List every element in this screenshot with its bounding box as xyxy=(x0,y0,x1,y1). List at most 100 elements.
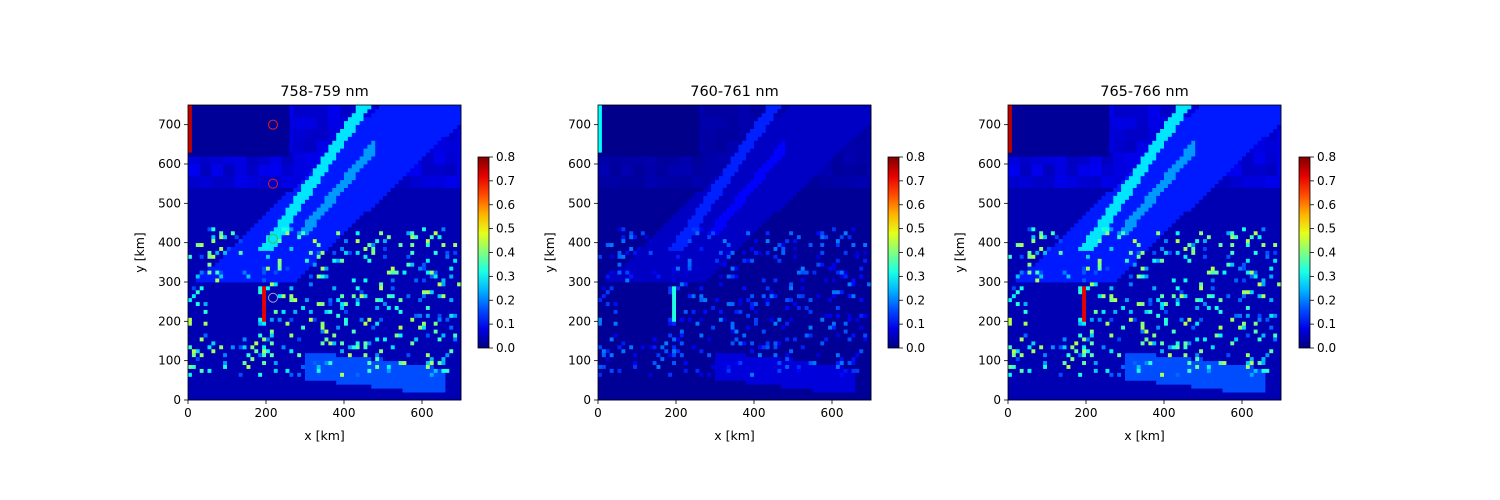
heatmap-cell xyxy=(328,148,333,153)
heatmap-cell xyxy=(425,183,431,188)
heatmap-cell xyxy=(266,187,271,192)
heatmap-cell xyxy=(289,132,294,137)
heatmap-cell xyxy=(258,321,263,326)
heatmap-cell xyxy=(293,289,298,295)
heatmap-cell xyxy=(363,120,368,126)
heatmap-cell xyxy=(402,301,407,306)
heatmap-cell xyxy=(418,376,423,381)
heatmap-cell xyxy=(332,108,337,114)
heatmap-cell xyxy=(250,254,255,259)
heatmap-cell xyxy=(273,348,279,354)
heatmap-cell xyxy=(359,164,364,169)
heatmap-cell xyxy=(375,321,380,326)
heatmap-cell xyxy=(351,191,357,196)
heatmap-cell xyxy=(441,140,446,145)
heatmap-cell xyxy=(238,364,243,369)
heatmap-cell xyxy=(398,234,403,240)
heatmap-cell xyxy=(320,160,325,165)
heatmap-cell xyxy=(394,313,399,318)
heatmap-cell xyxy=(386,321,392,326)
heatmap-cell xyxy=(199,317,204,322)
heatmap-cell xyxy=(308,309,314,314)
heatmap-cell xyxy=(273,313,279,318)
heatmap-cell xyxy=(266,152,271,157)
heatmap-cell xyxy=(351,156,357,161)
heatmap-cell xyxy=(425,356,431,362)
heatmap-cell xyxy=(301,384,306,389)
heatmap-cell xyxy=(242,388,247,393)
heatmap-cell xyxy=(238,136,243,141)
heatmap-cell xyxy=(223,262,228,267)
heatmap-cell xyxy=(410,120,415,126)
heatmap-cell xyxy=(433,238,438,244)
heatmap-cell xyxy=(211,128,216,133)
heatmap-cell xyxy=(199,238,204,244)
heatmap-cell xyxy=(359,289,364,295)
heatmap-cell xyxy=(359,317,364,322)
heatmap-cell xyxy=(203,108,208,114)
heatmap-cell xyxy=(223,132,228,137)
heatmap-cell xyxy=(242,274,247,279)
heatmap-cell xyxy=(230,112,236,118)
heatmap-cell xyxy=(398,313,403,318)
heatmap-cell xyxy=(414,297,419,303)
heatmap-cell xyxy=(308,148,314,153)
heatmap-cell xyxy=(223,274,228,279)
heatmap-cell xyxy=(281,364,286,369)
heatmap-cell xyxy=(195,356,201,362)
heatmap-cell xyxy=(258,124,263,129)
heatmap-cell xyxy=(359,219,364,224)
heatmap-cell xyxy=(406,301,411,306)
heatmap-cell xyxy=(207,380,212,385)
heatmap-cell xyxy=(289,348,294,354)
heatmap-cell xyxy=(285,230,290,236)
heatmap-cell xyxy=(402,187,407,192)
heatmap-cell xyxy=(289,195,294,200)
heatmap-cell xyxy=(297,211,302,216)
heatmap-cell xyxy=(254,199,259,204)
heatmap-cell xyxy=(215,108,220,114)
heatmap-cell xyxy=(281,199,286,204)
heatmap-cell xyxy=(191,337,197,342)
heatmap-cell xyxy=(215,376,220,381)
heatmap-cell xyxy=(250,305,255,310)
heatmap-cell xyxy=(262,333,267,338)
heatmap-cell xyxy=(234,195,240,200)
heatmap-cell xyxy=(258,368,263,373)
heatmap-cell xyxy=(371,250,376,255)
heatmap-cell xyxy=(191,211,197,216)
heatmap-cell xyxy=(293,108,298,114)
heatmap-cell xyxy=(246,364,251,369)
heatmap-cell xyxy=(269,368,275,373)
heatmap-cell xyxy=(433,128,438,133)
heatmap-cell xyxy=(250,120,255,126)
heatmap-cell xyxy=(410,293,415,299)
heatmap-cell xyxy=(441,230,446,236)
heatmap-cell xyxy=(433,175,438,181)
heatmap-cell xyxy=(219,120,224,126)
heatmap-cell xyxy=(234,317,240,322)
heatmap-cell xyxy=(383,195,388,200)
heatmap-cell xyxy=(199,156,204,161)
heatmap-cell xyxy=(414,183,419,188)
heatmap-cell xyxy=(363,167,368,173)
heatmap-cell xyxy=(262,297,267,303)
heatmap-cell xyxy=(386,108,392,114)
heatmap-cell xyxy=(227,376,232,381)
heatmap-cell xyxy=(308,175,314,181)
heatmap-cell xyxy=(340,333,345,338)
heatmap-cell xyxy=(262,226,267,232)
heatmap-cell xyxy=(277,270,282,275)
heatmap-cell xyxy=(375,274,380,279)
heatmap-cell xyxy=(258,140,263,145)
heatmap-cell xyxy=(355,167,360,173)
heatmap-cell xyxy=(277,396,282,401)
heatmap-cell xyxy=(316,333,321,338)
heatmap-cell xyxy=(273,160,279,165)
heatmap-cell xyxy=(195,230,201,236)
heatmap-cell xyxy=(359,207,364,212)
heatmap-cell xyxy=(266,376,271,381)
heatmap-cell xyxy=(340,301,345,306)
heatmap-cell xyxy=(425,108,431,114)
heatmap-cell xyxy=(410,246,415,251)
